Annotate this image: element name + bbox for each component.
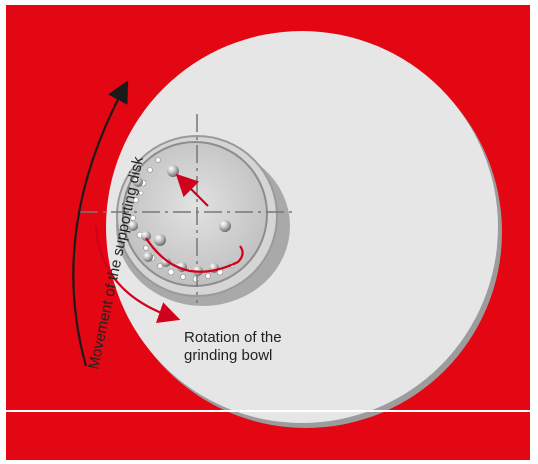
- bowl-rotation-arrow: [94, 225, 181, 324]
- grinding-bowl-inner: [122, 141, 268, 287]
- supporting-disk: [106, 31, 498, 423]
- bowl-rotation-label-line2: grinding bowl: [184, 347, 272, 364]
- ball-trajectory-arrow: [175, 173, 209, 207]
- bowl-inner-arc: [145, 237, 244, 273]
- disk-movement-arrow: [72, 80, 129, 367]
- bowl-rotation-label-line1: Rotation of the: [184, 329, 282, 346]
